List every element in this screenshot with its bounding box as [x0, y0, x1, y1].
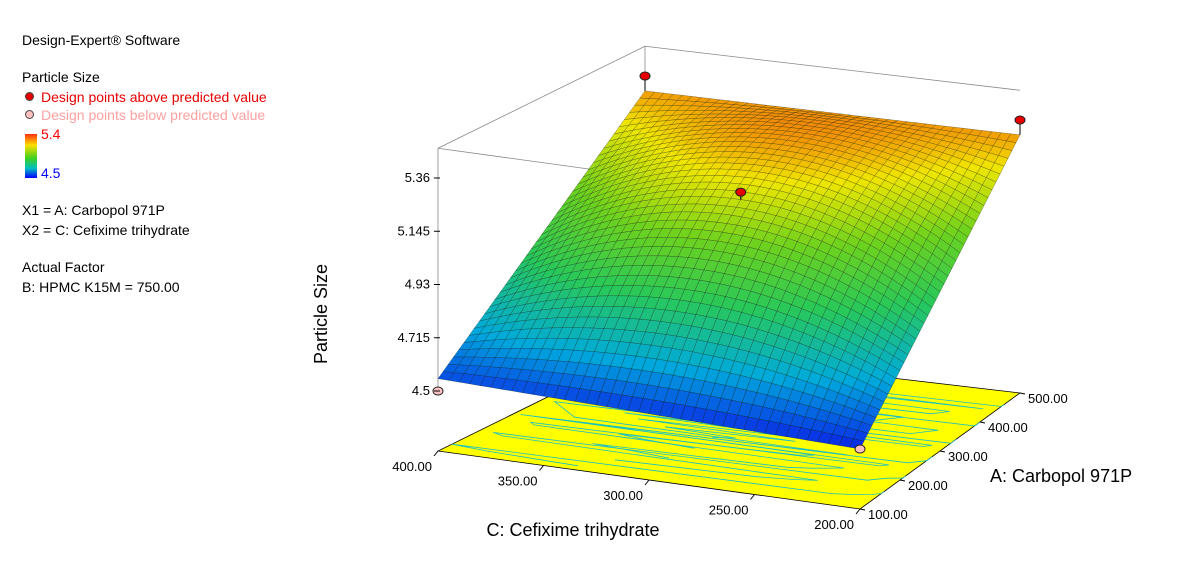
- y-tick-label: 400.00: [392, 459, 432, 474]
- y-tick-label: 300.00: [603, 488, 643, 503]
- design-point-above: [1014, 115, 1026, 125]
- y-tick-mark: [539, 465, 544, 471]
- x-tick-mark: [859, 508, 866, 511]
- y-tick-label: 250.00: [709, 503, 749, 518]
- axes: Particle Size A: Carbopol 971P C: Cefixi…: [311, 170, 1132, 540]
- x-tick-label: 100.00: [868, 507, 908, 522]
- response-surface: [437, 90, 1021, 450]
- below-point-marker: [25, 110, 34, 119]
- x-tick-label: 300.00: [948, 449, 988, 464]
- x-tick-label: 400.00: [988, 420, 1028, 435]
- y-tick-mark: [433, 450, 439, 457]
- below-points-label: Design points below predicted value: [41, 107, 266, 123]
- legend-panel: Design-Expert® Software Particle Size De…: [0, 0, 330, 320]
- x-tick-label: 500.00: [1028, 391, 1068, 406]
- z-axis-title: Particle Size: [311, 264, 331, 364]
- x-tick-mark: [979, 421, 986, 424]
- actual-factor-value: B: HPMC K15M = 750.00: [22, 279, 180, 295]
- frame-edge: [437, 45, 646, 149]
- y-tick-label: 200.00: [814, 517, 854, 532]
- factor-x1: X1 = A: Carbopol 971P: [22, 202, 165, 218]
- floor-contour-line: [451, 443, 885, 496]
- z-tick-label: 5.36: [405, 170, 430, 185]
- design-point-below: [854, 444, 866, 454]
- above-point-marker: [25, 92, 34, 101]
- floor-contour-line: [493, 432, 906, 481]
- floor-contour-line: [520, 414, 933, 469]
- above-points-label: Design points above predicted value: [41, 89, 267, 105]
- color-scale-bar: [25, 134, 37, 178]
- z-tick-label: 4.715: [397, 330, 430, 345]
- y-tick-mark: [855, 508, 861, 515]
- x-tick-mark: [939, 450, 946, 453]
- color-scale-max: 5.4: [41, 126, 61, 142]
- z-tick-label: 5.145: [397, 223, 430, 238]
- z-tick-label: 4.93: [405, 277, 430, 292]
- y-tick-label: 350.00: [498, 474, 538, 489]
- factor-x2: X2 = C: Cefixime trihydrate: [22, 222, 190, 238]
- design-points: [432, 71, 1026, 454]
- design-point-above: [735, 187, 747, 197]
- x-tick-label: 200.00: [908, 478, 948, 493]
- software-title: Design-Expert® Software: [22, 32, 181, 48]
- design-point-above: [639, 71, 651, 81]
- x-tick-mark: [1019, 392, 1026, 395]
- color-scale-min: 4.5: [41, 165, 61, 181]
- frame-edge: [644, 45, 1021, 91]
- actual-factor-title: Actual Factor: [22, 259, 105, 275]
- response-title: Particle Size: [22, 69, 100, 85]
- y-tick-mark: [644, 479, 650, 486]
- x-axis-title: A: Carbopol 971P: [990, 466, 1132, 486]
- y-axis-title: C: Cefixime trihydrate: [486, 520, 659, 540]
- x-tick-mark: [899, 479, 906, 482]
- y-tick-mark: [750, 494, 755, 500]
- z-tick-label: 4.5: [412, 383, 430, 398]
